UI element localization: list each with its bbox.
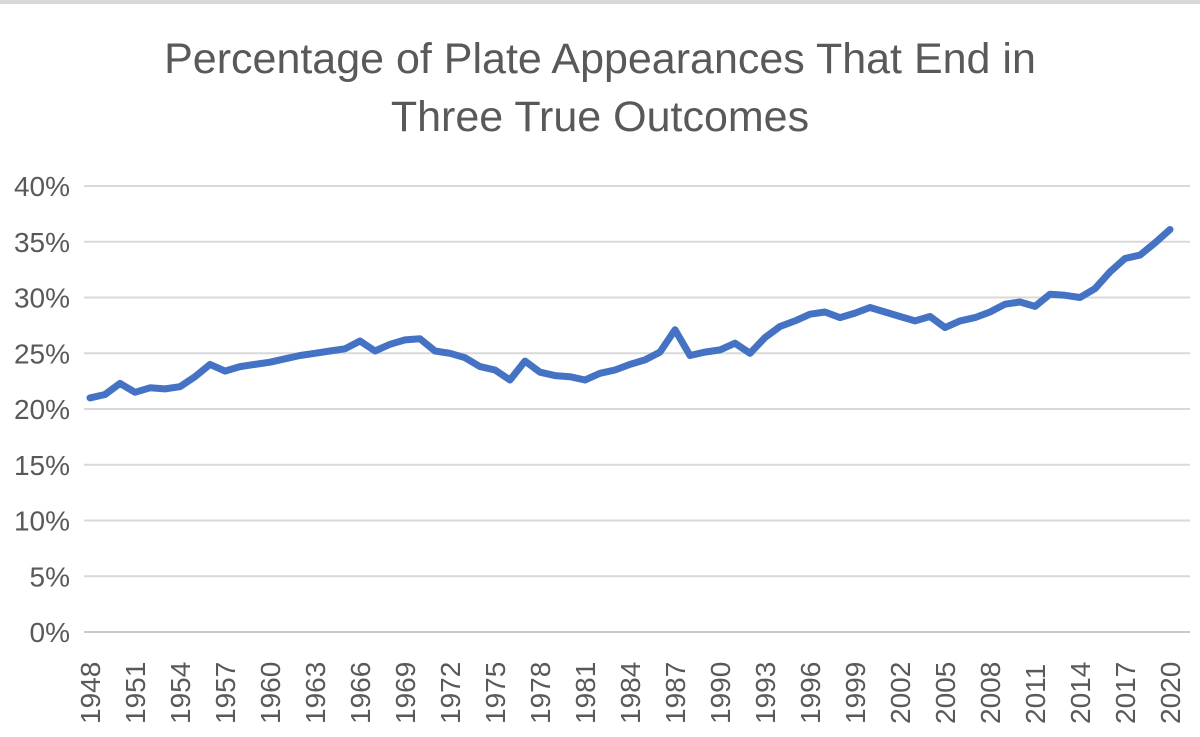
y-axis-tick-label: 10% xyxy=(14,506,70,537)
x-axis-tick-label: 1987 xyxy=(660,662,691,724)
y-axis-tick-label: 15% xyxy=(14,450,70,481)
x-axis-tick-label: 1975 xyxy=(480,662,511,724)
chart-title-line1: Percentage of Plate Appearances That End… xyxy=(164,35,1036,83)
x-axis-tick-label: 1993 xyxy=(750,662,781,724)
x-axis-tick-label: 2011 xyxy=(1020,664,1051,724)
chart-title-line2: Three True Outcomes xyxy=(390,93,810,141)
x-axis-tick-label: 1978 xyxy=(525,662,556,724)
x-axis-tick-label: 1948 xyxy=(75,662,106,724)
x-axis-tick-label: 1960 xyxy=(255,662,286,724)
x-axis-tick-label: 1951 xyxy=(120,662,151,724)
y-axis-tick-label: 20% xyxy=(14,394,70,425)
x-axis-tick-label: 1984 xyxy=(615,662,646,724)
y-axis-tick-label: 30% xyxy=(14,283,70,314)
y-axis-tick-label: 5% xyxy=(30,561,70,592)
y-axis-tick-label: 35% xyxy=(14,227,70,258)
x-axis-tick-label: 1966 xyxy=(345,662,376,724)
x-axis-tick-label: 1972 xyxy=(435,662,466,724)
x-axis-tick-label: 2005 xyxy=(930,662,961,724)
x-axis-tick-label: 1963 xyxy=(300,662,331,724)
x-axis-tick-label: 1990 xyxy=(705,662,736,724)
x-axis-tick-label: 1969 xyxy=(390,662,421,724)
x-axis-tick-label: 2002 xyxy=(885,662,916,724)
chart-title: Percentage of Plate Appearances That End… xyxy=(0,30,1200,146)
screenshot-top-edge xyxy=(0,0,1200,4)
x-axis-tick-label: 1957 xyxy=(210,662,241,724)
x-axis-tick-label: 2014 xyxy=(1065,662,1096,724)
y-axis-tick-label: 40% xyxy=(14,171,70,202)
x-axis-tick-label: 2017 xyxy=(1110,662,1141,724)
x-axis-tick-label: 2020 xyxy=(1155,662,1186,724)
trend-line xyxy=(86,226,1174,402)
y-axis-tick-label: 0% xyxy=(30,617,70,648)
x-axis-tick-label: 2008 xyxy=(975,662,1006,724)
x-axis-tick-label: 1981 xyxy=(570,662,601,724)
x-axis-tick-label: 1954 xyxy=(165,662,196,724)
x-axis-tick-label: 1996 xyxy=(795,662,826,724)
x-axis-tick-label: 1999 xyxy=(840,662,871,724)
y-axis-tick-label: 25% xyxy=(14,338,70,369)
